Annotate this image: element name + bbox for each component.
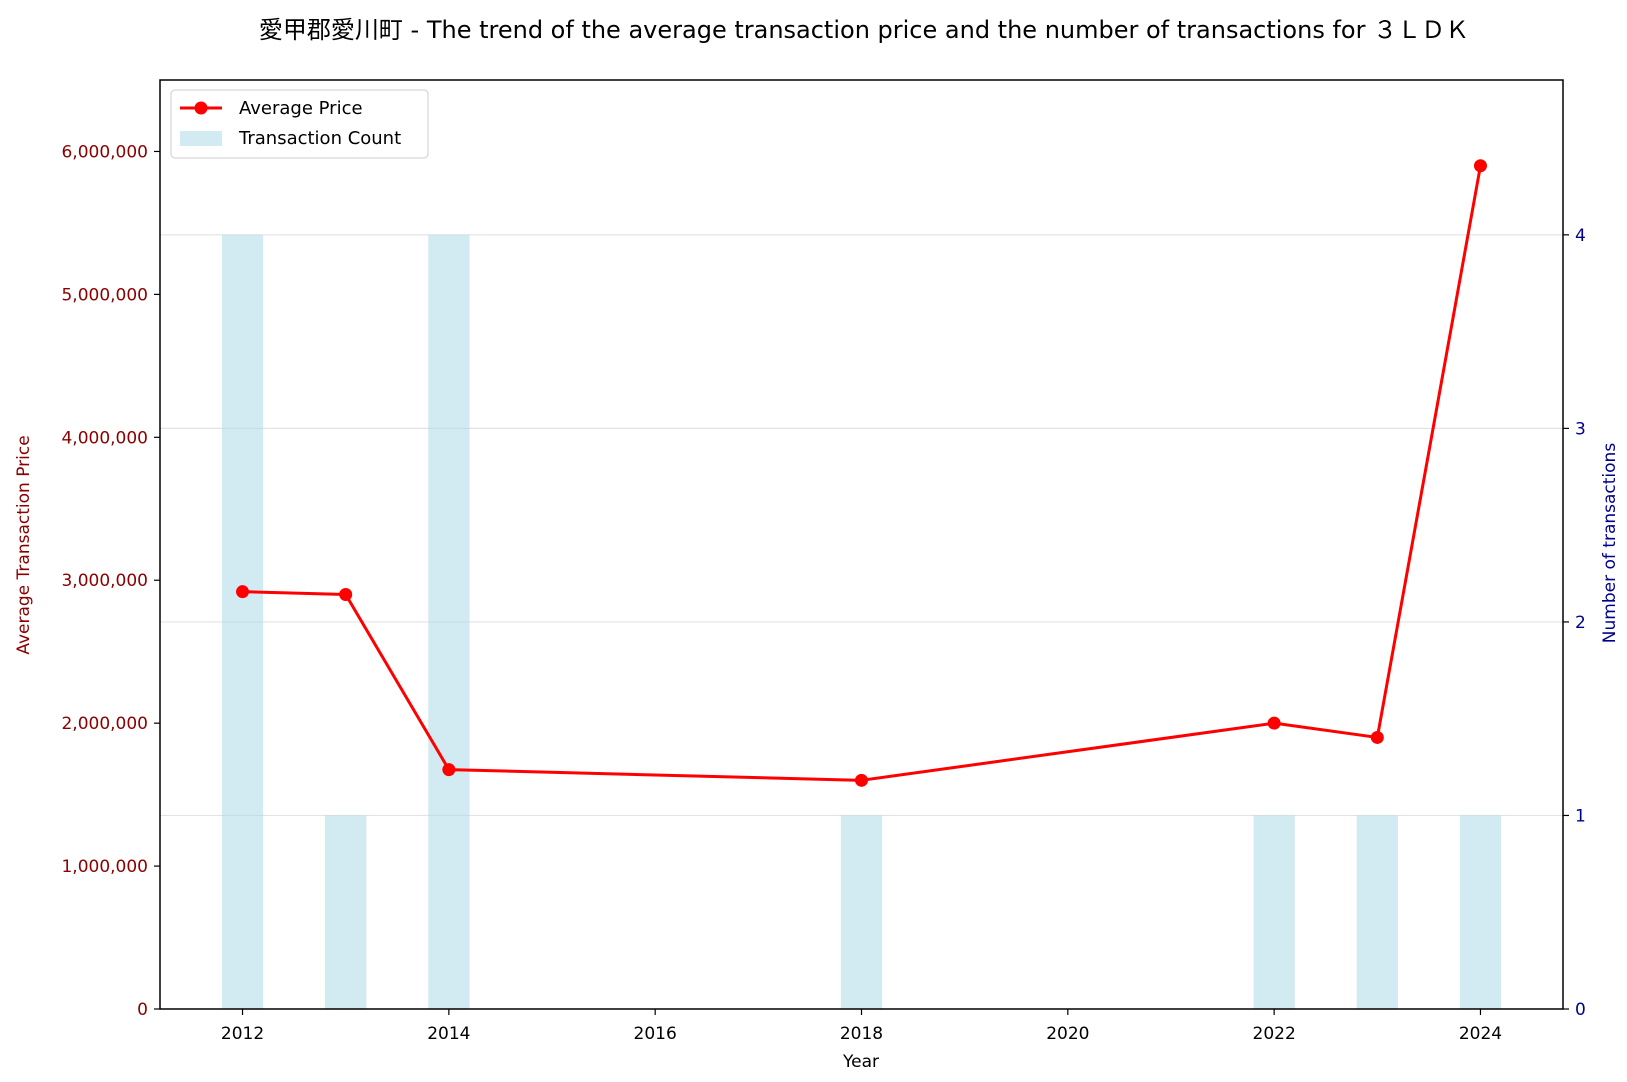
point-average-price-2012 bbox=[236, 585, 250, 599]
bar-transaction-count-2013 bbox=[325, 815, 367, 1009]
x-tick-label-6: 2024 bbox=[1459, 1024, 1502, 1044]
y-right-tick-label-1: 1 bbox=[1575, 806, 1586, 826]
y-left-tick-label-5: 5,000,000 bbox=[61, 285, 148, 305]
bar-transaction-count-2012 bbox=[221, 234, 264, 1010]
y-axis-label-left: Average Transaction Price bbox=[14, 435, 34, 654]
legend-label-transaction-count: Transaction Count bbox=[238, 128, 401, 149]
point-average-price-2024 bbox=[1473, 159, 1487, 173]
x-tick-label-1: 2014 bbox=[427, 1024, 470, 1044]
x-axis-label: Year bbox=[842, 1052, 879, 1072]
bar-transaction-count-2023 bbox=[1356, 815, 1398, 1009]
point-average-price-2023 bbox=[1370, 730, 1384, 744]
x-tick-label-4: 2020 bbox=[1046, 1024, 1089, 1044]
grid-layer bbox=[160, 234, 1563, 817]
point-average-price-2022 bbox=[1267, 716, 1281, 730]
y-left-tick-label-0: 0 bbox=[137, 1000, 148, 1020]
x-tick-label-5: 2022 bbox=[1253, 1024, 1296, 1044]
point-average-price-2014 bbox=[442, 763, 456, 777]
point-average-price-2013 bbox=[339, 588, 353, 602]
legend: Average Price Transaction Count bbox=[170, 89, 429, 159]
x-tick-label-2: 2016 bbox=[634, 1024, 677, 1044]
y-axis-label-right: Number of transactions bbox=[1600, 443, 1620, 644]
bar-layer bbox=[221, 234, 1502, 1010]
bar-transaction-count-2018 bbox=[840, 815, 883, 1009]
legend-bar-swatch bbox=[180, 131, 222, 146]
legend-label-average-price: Average Price bbox=[239, 98, 363, 119]
y-left-tick-label-3: 3,000,000 bbox=[61, 571, 148, 591]
bar-transaction-count-2024 bbox=[1459, 815, 1502, 1009]
x-tick-label-0: 2012 bbox=[221, 1024, 264, 1044]
y-right-tick-label-3: 3 bbox=[1575, 419, 1586, 439]
y-left-tick-label-1: 1,000,000 bbox=[61, 857, 148, 877]
axis-left: 0 1,000,000 2,000,000 3,000,000 4,000,000 5,0… bbox=[61, 142, 160, 1020]
bar-transaction-count-2022 bbox=[1253, 815, 1295, 1009]
y-right-tick-label-4: 4 bbox=[1575, 226, 1586, 246]
point-average-price-2018 bbox=[855, 773, 868, 787]
chart-title: 愛甲郡愛川町 - The trend of the average transa… bbox=[259, 16, 1469, 44]
y-left-tick-label-6: 6,000,000 bbox=[61, 142, 148, 162]
axis-right: 0 1 2 3 4 bbox=[1563, 226, 1586, 1020]
axis-x: 2012 2014 2016 2018 2020 2022 2024 bbox=[221, 1009, 1502, 1044]
y-right-tick-label-0: 0 bbox=[1575, 1000, 1586, 1020]
y-right-tick-label-2: 2 bbox=[1575, 613, 1586, 633]
legend-marker-swatch bbox=[194, 101, 208, 115]
y-left-tick-label-4: 4,000,000 bbox=[61, 428, 148, 448]
bar-transaction-count-2014 bbox=[428, 234, 470, 1010]
line-layer bbox=[236, 159, 1487, 787]
legend-box bbox=[170, 89, 429, 159]
x-tick-label-3: 2018 bbox=[840, 1024, 883, 1044]
y-left-tick-label-2: 2,000,000 bbox=[61, 714, 148, 734]
